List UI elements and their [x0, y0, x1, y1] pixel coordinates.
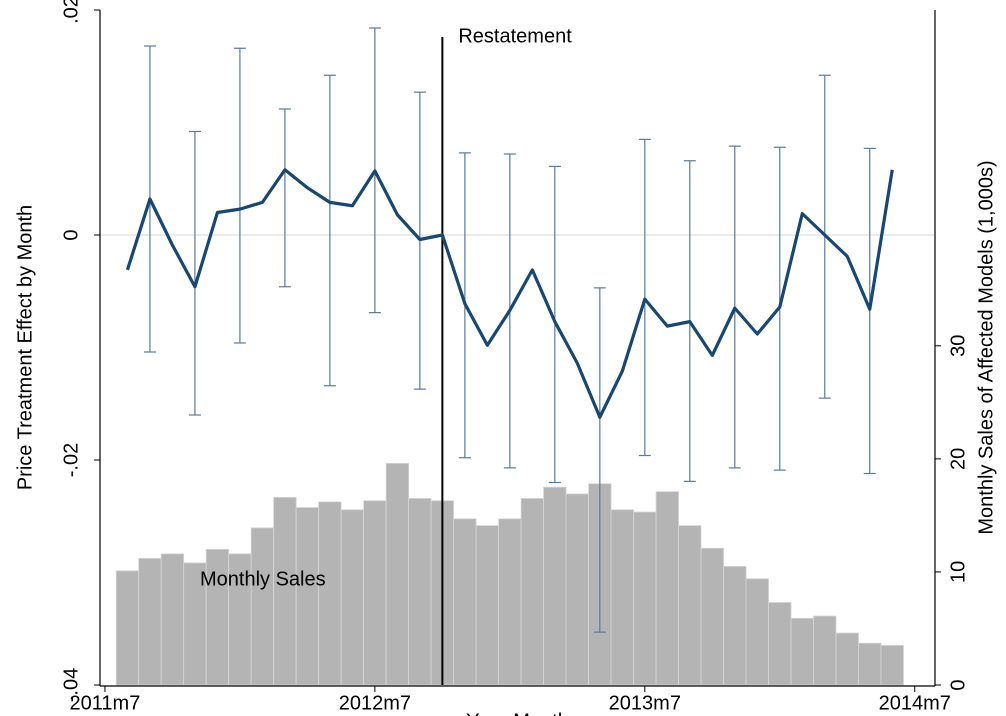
bar [655, 491, 679, 686]
bar [678, 525, 702, 686]
x-tick-label: 2012m7 [339, 692, 411, 714]
x-axis-title: Year-Month [466, 710, 569, 716]
bar [835, 632, 859, 686]
y2-axis-title: Monthly Sales of Affected Models (1,000s… [975, 160, 997, 534]
y-tick-label: -.04 [60, 668, 82, 702]
bar [340, 509, 365, 686]
y-tick-label: -.02 [60, 443, 82, 477]
bar [520, 498, 544, 686]
bar [273, 496, 297, 686]
y-axis-title: Price Treatment Effect by Month [14, 205, 36, 490]
y-tick-label: 0 [60, 229, 82, 240]
line [125, 168, 894, 419]
error-bar [188, 130, 201, 416]
bar [610, 509, 634, 686]
bar [700, 547, 724, 686]
bar [880, 645, 904, 686]
y2-tick-label: 20 [947, 448, 969, 470]
restatement-label: Restatement [458, 25, 572, 47]
bar [115, 570, 140, 686]
error-bar [593, 287, 606, 633]
y2-tick-label: 0 [947, 679, 969, 690]
bar [565, 493, 589, 686]
error-bar [323, 74, 336, 387]
y2-tick-label: 10 [947, 561, 969, 583]
bar [408, 498, 432, 686]
bar [723, 565, 747, 686]
bar [633, 511, 657, 686]
error-bar [638, 138, 651, 457]
x-tick-label: 2013m7 [609, 692, 681, 714]
x-tick-label: 2014m7 [879, 692, 951, 714]
bar [498, 518, 522, 686]
bar [858, 642, 882, 686]
error-bar [233, 47, 246, 344]
bar [475, 525, 500, 686]
bar [745, 578, 769, 686]
bar [385, 462, 410, 686]
bar [138, 557, 162, 686]
bar [768, 602, 792, 686]
bar [453, 518, 477, 686]
bar [790, 617, 814, 686]
x-tick-label: 2011m7 [70, 692, 141, 714]
bar [160, 553, 185, 686]
error-bar [863, 147, 876, 475]
bar [363, 500, 387, 686]
error-bar [278, 108, 291, 288]
bar [813, 615, 837, 686]
y2-tick-label: 30 [947, 335, 969, 357]
bar [250, 527, 275, 686]
bar [318, 501, 342, 686]
y-tick-label: .02 [60, 0, 82, 24]
bar [295, 507, 320, 686]
bar [543, 486, 567, 686]
bar-series-label: Monthly Sales [200, 568, 326, 590]
